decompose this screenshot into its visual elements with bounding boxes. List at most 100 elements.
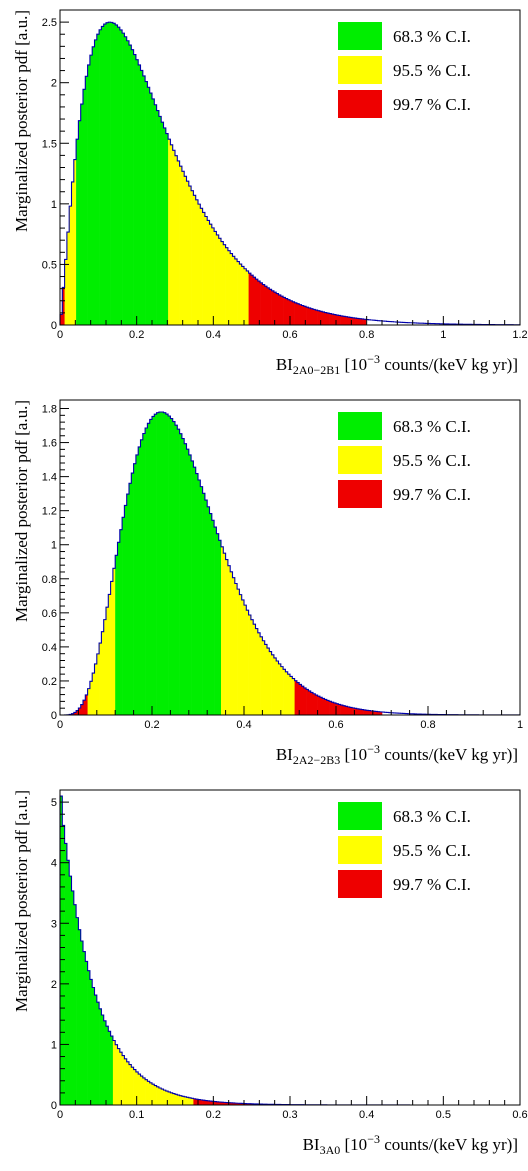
- histogram-bin: [230, 571, 233, 715]
- legend-label: 99.7 % C.I.: [393, 875, 471, 894]
- x-axis-title: BI3A0 [10−3 counts/(keV kg yr)]: [303, 1132, 518, 1157]
- histogram-bin: [361, 318, 364, 325]
- histogram-bin: [244, 1103, 247, 1105]
- histogram-bin: [66, 232, 70, 325]
- histogram-bin: [340, 315, 344, 325]
- histogram-bin: [267, 648, 270, 715]
- histogram-bin: [347, 317, 351, 325]
- y-tick-label: 0: [51, 710, 57, 722]
- histogram-bin: [103, 24, 107, 326]
- histogram-bin: [225, 559, 229, 715]
- histogram-bin: [181, 438, 185, 715]
- histogram-bin: [317, 696, 321, 715]
- histogram-bin: [273, 657, 277, 715]
- histogram-bin: [94, 663, 98, 715]
- histogram-bin: [94, 39, 98, 326]
- histogram-bin: [336, 315, 339, 325]
- x-tick-label: 0: [57, 329, 63, 341]
- histogram-bin: [273, 292, 277, 325]
- histogram-bin: [165, 414, 169, 715]
- histogram-bin: [202, 493, 206, 715]
- legend-swatch: [338, 870, 382, 898]
- histogram-bin: [186, 449, 190, 715]
- histogram-bin: [71, 713, 75, 715]
- histogram-bin: [161, 412, 164, 715]
- y-tick-label: 1.8: [42, 404, 57, 416]
- histogram-bin: [204, 216, 208, 325]
- histogram-bin: [76, 710, 79, 715]
- histogram-bin: [315, 695, 318, 715]
- histogram-bin: [239, 594, 242, 715]
- histogram-bin: [248, 1103, 252, 1105]
- histogram-bin: [73, 712, 77, 715]
- histogram-bin: [223, 244, 226, 325]
- histogram-bin: [119, 529, 123, 715]
- histogram-bin: [108, 594, 111, 715]
- histogram-bin: [211, 227, 215, 325]
- histogram-bin: [117, 1048, 121, 1105]
- histogram-bin: [338, 315, 341, 325]
- histogram-bin: [96, 1002, 100, 1105]
- histogram-bin: [179, 166, 183, 325]
- histogram-bin: [140, 1076, 144, 1105]
- histogram-bin: [172, 1093, 176, 1105]
- histogram-bin: [271, 654, 275, 715]
- histogram-bin: [313, 309, 316, 325]
- histogram-bin: [168, 1091, 171, 1105]
- histogram-bin: [152, 416, 155, 715]
- legend-swatch: [338, 836, 382, 864]
- histogram-bin: [329, 313, 332, 325]
- histogram-bin: [290, 676, 293, 715]
- histogram-bin: [124, 1058, 127, 1105]
- histogram-bin: [66, 860, 70, 1105]
- histogram-bin: [248, 273, 252, 325]
- legend-label: 68.3 % C.I.: [393, 807, 471, 826]
- histogram-bin: [370, 710, 374, 715]
- histogram-bin: [354, 318, 357, 325]
- histogram-bin: [230, 253, 233, 325]
- histogram-bin: [129, 1064, 132, 1105]
- histogram-bin: [161, 1089, 164, 1105]
- histogram-bin: [287, 674, 291, 715]
- histogram-bin: [154, 104, 157, 325]
- histogram-bin: [195, 199, 199, 325]
- histogram-bin: [193, 1098, 196, 1105]
- histogram-bin: [223, 1102, 226, 1105]
- histogram-bin: [96, 34, 100, 325]
- x-tick-label: 0.1: [129, 1109, 144, 1121]
- histogram-bin: [71, 890, 75, 1105]
- histogram-bin: [175, 155, 178, 325]
- histogram-bin: [175, 425, 178, 715]
- y-tick-label: 2.5: [42, 17, 57, 29]
- histogram-bin: [278, 663, 282, 715]
- histogram-bin: [108, 1031, 111, 1105]
- histogram-bin: [221, 1102, 224, 1105]
- histogram-bin: [269, 289, 272, 325]
- histogram-bin: [99, 643, 102, 715]
- histogram-bin: [225, 1102, 229, 1105]
- histogram-bin: [126, 40, 130, 326]
- histogram-bin: [126, 494, 130, 715]
- y-axis-title: Marginalized posterior pdf [a.u.]: [12, 790, 31, 1012]
- histogram-bin: [184, 443, 187, 715]
- histogram-bin: [207, 1100, 210, 1105]
- histogram-bin: [147, 423, 150, 715]
- histogram-bin: [92, 46, 95, 326]
- histogram-bin: [198, 1099, 201, 1105]
- x-tick-label: 0.2: [129, 329, 144, 341]
- legend-swatch: [338, 446, 382, 474]
- credible-interval-fill: [60, 796, 321, 1105]
- histogram-bin: [209, 513, 213, 715]
- histogram-bin: [200, 486, 203, 715]
- histogram-bin: [172, 421, 176, 715]
- x-axis-title: BI2A0−2B1 [10−3 counts/(keV kg yr)]: [276, 352, 518, 377]
- legend-swatch: [338, 56, 382, 84]
- histogram-bin: [338, 704, 341, 715]
- histogram-bin: [308, 690, 311, 715]
- histogram-bin: [250, 619, 254, 715]
- chart-svg: 0 0.2 0.4 0.6 0.8 1 1.2 0 0.5 1 1.5 2 2.5 Marginalize…: [12, 9, 528, 377]
- histogram-bin: [218, 1101, 222, 1105]
- histogram-bin: [195, 473, 199, 715]
- histogram-bin: [227, 1102, 231, 1105]
- histogram-bin: [69, 876, 72, 1105]
